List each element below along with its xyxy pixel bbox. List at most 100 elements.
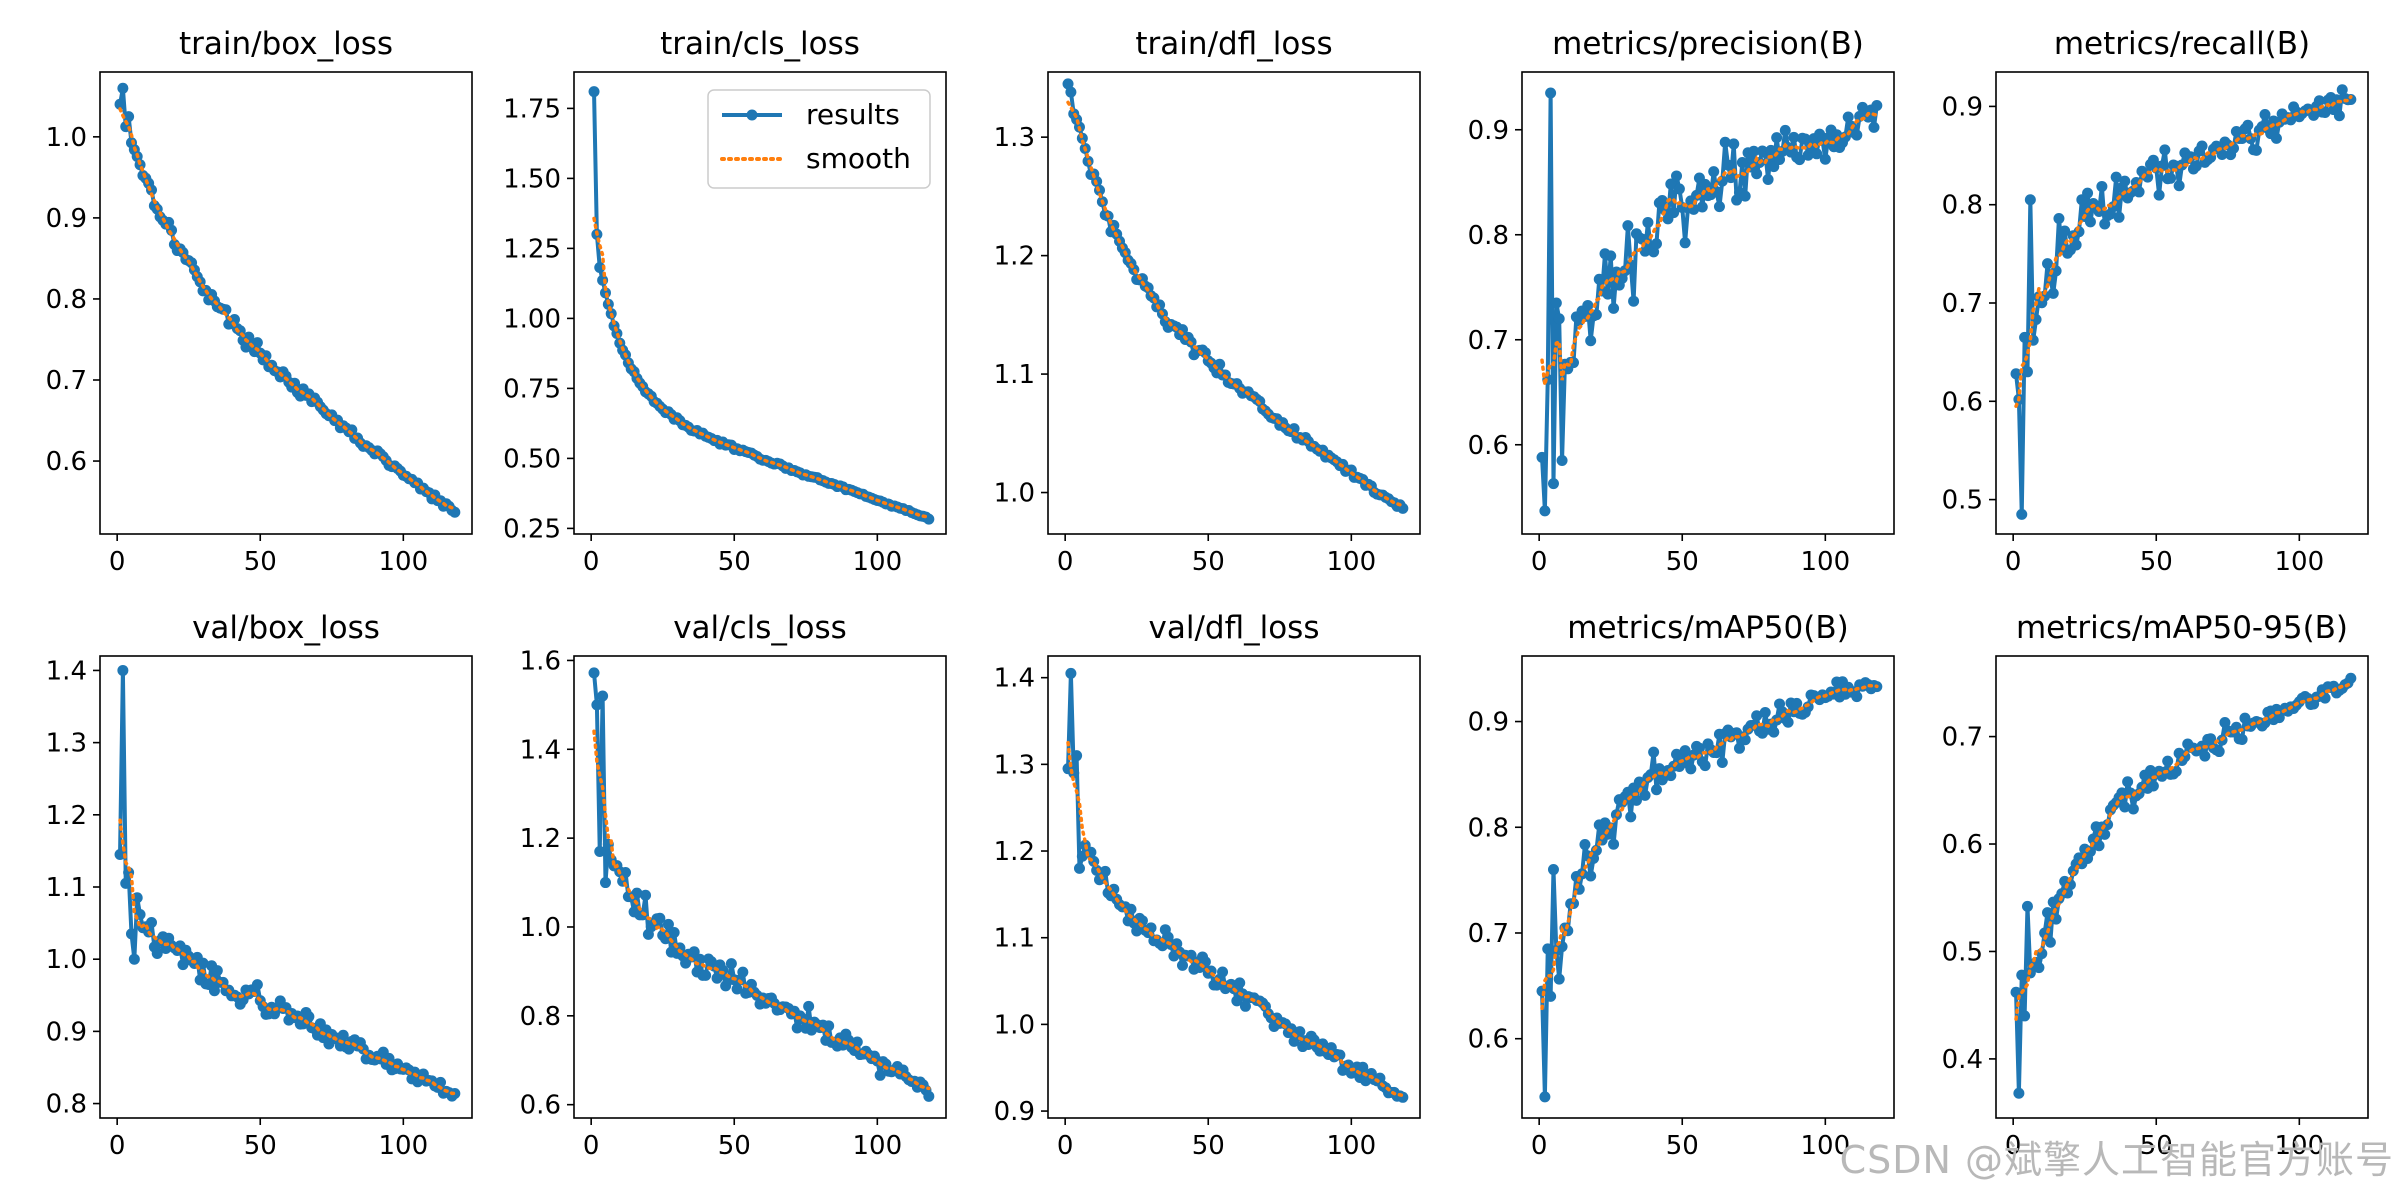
results-point (1156, 940, 1168, 952)
y-tick-label: 0.7 (46, 366, 87, 396)
results-point (1713, 201, 1725, 213)
results-point (2042, 258, 2054, 270)
results-point (1759, 706, 1771, 718)
results-point (260, 350, 272, 362)
results-point (1590, 309, 1602, 321)
results-point (1553, 973, 1565, 985)
x-tick-label: 100 (853, 1131, 903, 1161)
y-tick-label: 0.7 (1468, 326, 1509, 356)
results-point (1751, 710, 1763, 722)
results-point (1642, 216, 1654, 228)
results-point (1765, 144, 1777, 156)
axes-frame (1521, 655, 1895, 1119)
results-point (2110, 171, 2122, 183)
results-point (2313, 95, 2325, 107)
y-tick-label: 1.3 (994, 123, 1035, 153)
y-tick-label: 1.3 (994, 750, 1035, 780)
results-point (211, 965, 223, 977)
x-tick-label: 0 (1057, 547, 1074, 577)
x-tick-label: 100 (2275, 547, 2325, 577)
results-point (1768, 726, 1780, 738)
results-point (2270, 132, 2282, 144)
results-point (2336, 84, 2348, 96)
y-tick-label: 0.9 (994, 1097, 1035, 1127)
results-point (2042, 907, 2054, 919)
results-point (1708, 166, 1720, 178)
results-point (1582, 299, 1594, 311)
axes-frame (1047, 655, 1421, 1119)
y-tick-label: 1.2 (994, 837, 1035, 867)
axes-frame (1995, 655, 2369, 1119)
plot-area (114, 82, 461, 518)
panel-val-dfl-loss: val/dfl_loss 0 50 100 0.9 1.0 1.1 1.2 1.3 1.4 (994, 610, 1421, 1161)
results-point (1794, 154, 1806, 166)
x-tick-label: 100 (379, 547, 429, 577)
panel-title: metrics/mAP50-95(B) (2016, 610, 2348, 646)
series-smooth-line (1540, 111, 1879, 386)
y-tick-label: 0.9 (1468, 708, 1509, 738)
results-point (2319, 106, 2331, 118)
results-point (1733, 742, 1745, 754)
results-point (1539, 1091, 1551, 1103)
results-point (640, 889, 652, 901)
results-point (1239, 1000, 1251, 1012)
x-tick-label: 100 (1801, 1131, 1851, 1161)
results-point (1739, 734, 1751, 746)
results-point (2044, 936, 2056, 948)
results-point (1608, 302, 1620, 314)
results-point (1648, 746, 1660, 758)
results-point (1585, 870, 1597, 882)
x-tick-label: 50 (1192, 547, 1225, 577)
results-point (1539, 505, 1551, 517)
y-tick-label: 0.6 (1942, 830, 1983, 860)
y-tick-label: 0.6 (1468, 431, 1509, 461)
results-point (1679, 745, 1691, 757)
results-point (2165, 172, 2177, 184)
x-tick-label: 100 (1327, 1131, 1377, 1161)
results-point (1871, 100, 1883, 112)
panel-train-cls-loss: train/cls_loss 0 50 100 0.25 0.50 0.75 1.00 1.25… (503, 26, 947, 577)
series-smooth-line (592, 729, 931, 1091)
panel-metrics-map50-b: metrics/mAP50(B) 0 50 100 0.6 0.7 0.8 0.9 (1468, 610, 1895, 1161)
x-tick-label: 50 (718, 547, 751, 577)
results-point (1851, 129, 1863, 141)
results-point (146, 916, 158, 928)
y-tick-label: 0.6 (1942, 387, 1983, 417)
axes-frame (99, 71, 473, 535)
y-tick-label: 1.0 (46, 123, 87, 153)
results-point (1728, 138, 1740, 150)
results-point (114, 98, 126, 110)
results-point (1771, 132, 1783, 144)
results-point (1579, 839, 1591, 851)
results-point (1622, 220, 1634, 232)
results-point (114, 849, 126, 861)
results-point (1545, 990, 1557, 1002)
axes-frame (573, 655, 947, 1119)
y-tick-label: 1.3 (46, 729, 87, 759)
results-point (2153, 189, 2165, 201)
results-point (449, 506, 461, 518)
plot-area (2010, 84, 2357, 520)
legend-smooth-label: smooth (806, 142, 911, 175)
results-point (151, 948, 163, 960)
results-point (2070, 239, 2082, 251)
panel-train-box-loss: train/box_loss 0 50 100 0.6 0.7 0.8 0.9 1.0 (46, 26, 473, 577)
results-point (2019, 1010, 2031, 1022)
y-tick-label: 0.8 (520, 1002, 561, 1032)
results-point (711, 972, 723, 984)
results-point (2205, 733, 2217, 745)
results-point (1716, 756, 1728, 768)
x-tick-label: 0 (583, 1131, 600, 1161)
results-point (1799, 133, 1811, 145)
y-tick-label: 0.50 (503, 444, 561, 474)
results-point (1062, 78, 1074, 90)
results-point (1065, 667, 1077, 679)
results-point (177, 959, 189, 971)
results-point (1693, 742, 1705, 754)
results-point (1125, 903, 1137, 915)
results-point (1736, 157, 1748, 168)
y-tick-label: 1.0 (46, 945, 87, 975)
results-point (2099, 218, 2111, 230)
y-tick-label: 0.8 (46, 1090, 87, 1120)
results-point (1650, 238, 1662, 250)
